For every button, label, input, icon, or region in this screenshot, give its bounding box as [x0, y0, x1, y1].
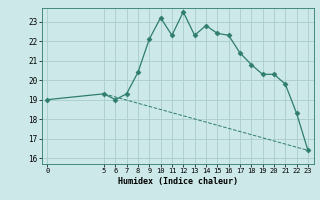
X-axis label: Humidex (Indice chaleur): Humidex (Indice chaleur) [118, 177, 237, 186]
